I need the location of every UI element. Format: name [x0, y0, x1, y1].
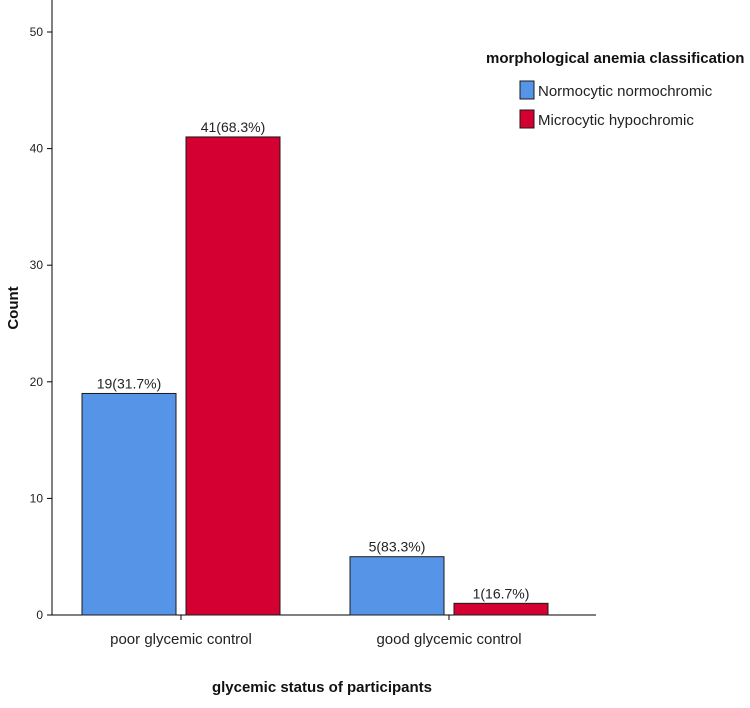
bar [453, 602, 549, 616]
legend-swatch [519, 80, 535, 100]
bar-data-label: 41(68.3%) [201, 119, 266, 135]
y-tick-label: 10 [30, 491, 44, 505]
legend-label: Microcytic hypochromic [538, 112, 694, 129]
y-tick-label: 0 [36, 608, 43, 622]
x-category-label: poor glycemic control [110, 631, 252, 648]
y-axis-title: Count [5, 286, 22, 329]
x-axis-title: glycemic status of participants [212, 679, 432, 696]
bar-data-label: 1(16.7%) [473, 585, 530, 601]
bar [349, 556, 445, 616]
y-tick-label: 30 [30, 258, 44, 272]
y-tick-label: 50 [30, 25, 44, 39]
legend-swatch [519, 109, 535, 129]
x-axis: poor glycemic control good glycemic contr… [52, 614, 596, 648]
bar-data-label: 19(31.7%) [97, 375, 162, 391]
x-category-label: good glycemic control [376, 631, 521, 648]
legend-title: morphological anemia classification [486, 50, 744, 67]
y-tick-label: 20 [30, 375, 44, 389]
bar-data-label: 5(83.3%) [369, 539, 426, 555]
y-tick-label: 40 [30, 142, 44, 156]
bar [81, 392, 177, 616]
data-labels: 19(31.7%) 41(68.3%) 5(83.3%) 1(16.7%) [97, 119, 530, 601]
bar [185, 136, 281, 616]
legend: morphological anemia classification Norm… [486, 50, 744, 129]
legend-label: Normocytic normochromic [538, 83, 713, 100]
bars [81, 136, 549, 616]
y-axis: 0 10 20 30 40 50 [30, 0, 53, 622]
